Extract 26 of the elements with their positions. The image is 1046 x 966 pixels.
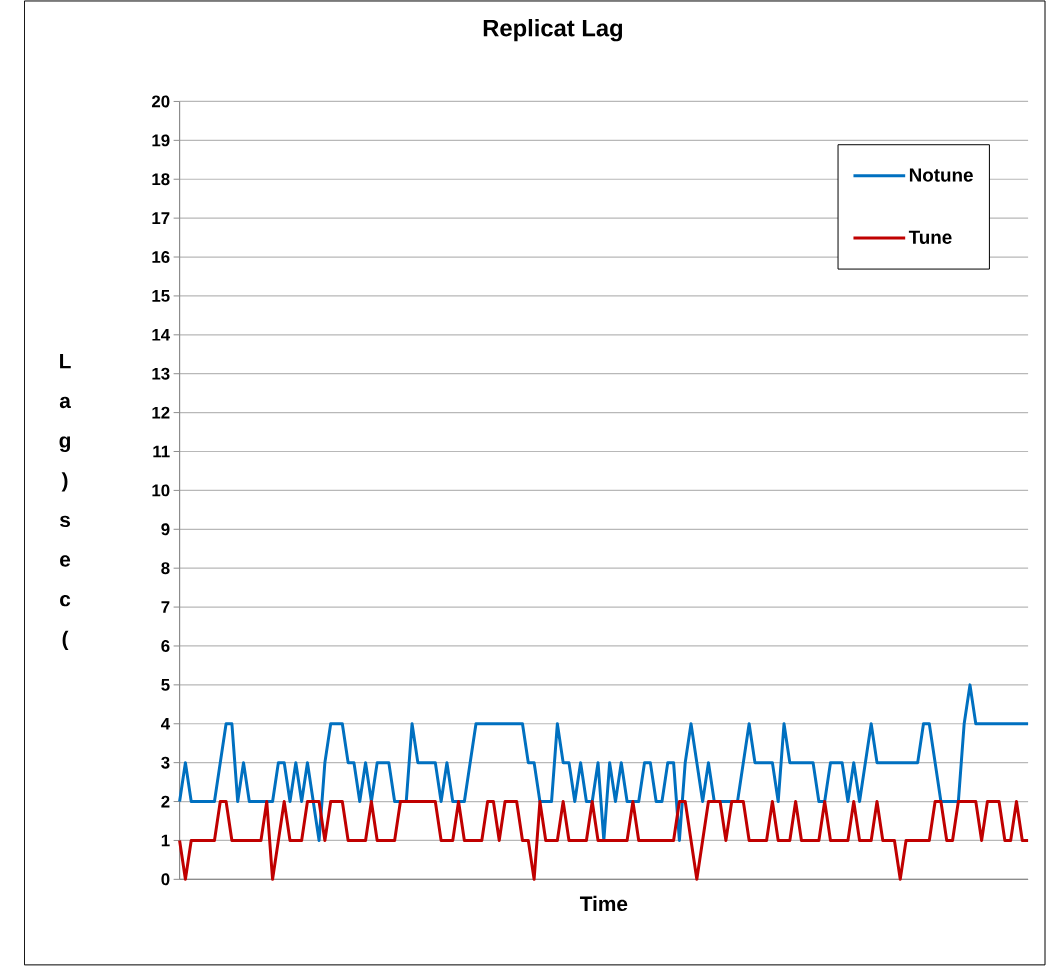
y-tick-label: 6 — [161, 640, 170, 652]
y-tick-label: 20 — [151, 95, 170, 108]
y-tick-label: 12 — [152, 406, 170, 419]
y-tick-label: 8 — [161, 562, 170, 575]
y-tick-label: 19 — [152, 134, 170, 147]
y-tick-label: 4 — [161, 718, 171, 730]
y-tick-label: 10 — [152, 484, 170, 497]
y-tick-label: 0 — [161, 873, 170, 886]
legend-label: Tune — [908, 230, 952, 244]
y-tick-label: 11 — [153, 445, 170, 458]
y-tick-label: 13 — [152, 367, 170, 380]
y-tick-label: 16 — [152, 251, 170, 264]
legend-label: Notune — [909, 168, 973, 182]
x-axis-title: Time — [579, 895, 628, 912]
y-tick-label: 9 — [161, 523, 170, 536]
text: Lag)sec( — [59, 354, 71, 651]
y-tick-label: 15 — [152, 290, 170, 302]
y-tick-label: 14 — [152, 329, 171, 341]
y-tick-label: 17 — [152, 212, 170, 224]
y-tick-label: 18 — [152, 173, 170, 186]
y-tick-label: 2 — [161, 795, 170, 808]
y-tick-label: 3 — [161, 756, 170, 769]
y-tick-label: 5 — [161, 679, 170, 691]
chart-title: Replicat Lag — [483, 19, 623, 42]
y-tick-label: 7 — [161, 601, 170, 613]
y-tick-label: 1 — [161, 834, 170, 847]
